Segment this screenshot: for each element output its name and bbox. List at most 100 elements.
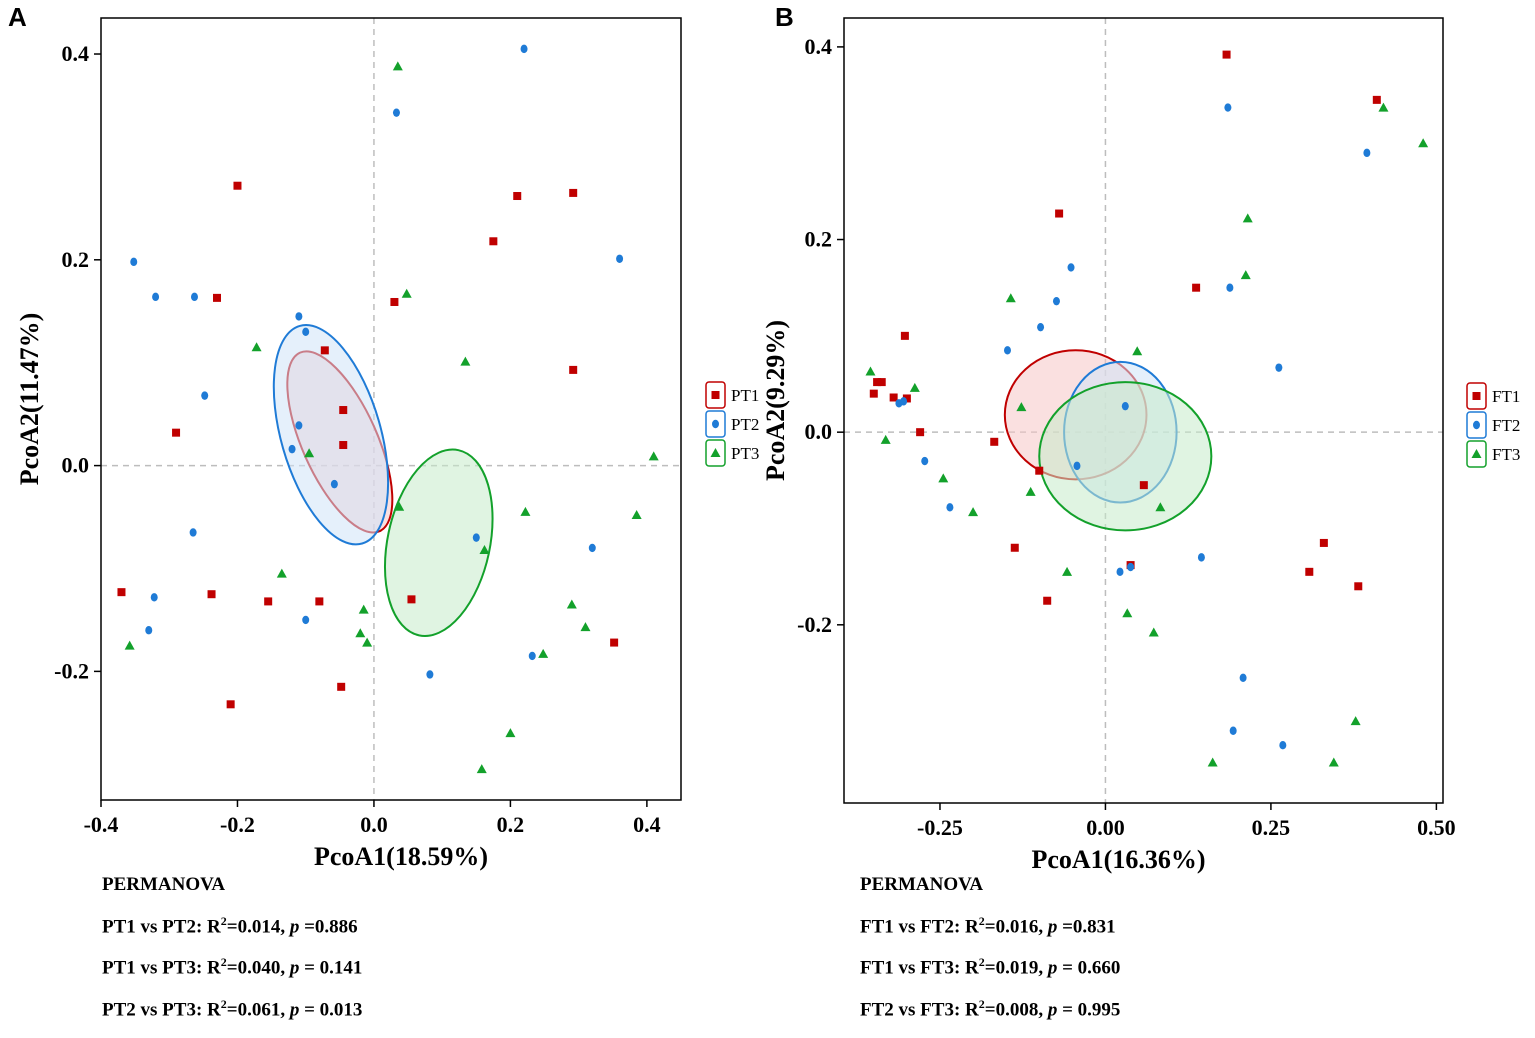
p-value: =0.831 <box>1057 916 1116 938</box>
data-point-ft1 <box>1035 466 1044 475</box>
x-tick-label: -0.4 <box>84 812 119 837</box>
data-point-pt2 <box>330 479 338 489</box>
data-point-pt1 <box>339 406 348 415</box>
data-point-ft2 <box>900 397 908 406</box>
data-point-pt3 <box>394 501 405 511</box>
r-superscript: 2 <box>220 955 227 970</box>
data-point-ft2 <box>1073 461 1081 471</box>
data-point-pt2 <box>472 533 480 542</box>
plot-frame <box>843 17 1444 804</box>
data-point-ft1 <box>869 389 878 398</box>
y-tick-label: 0.2 <box>805 227 833 252</box>
data-point-pt3 <box>304 448 315 458</box>
confidence-ellipse-ft3 <box>1038 381 1213 532</box>
legend-label-pt2: PT2 <box>731 415 759 434</box>
pair-label: PT1 vs PT3: <box>102 957 203 979</box>
legend: FT1 FT2 FT3 <box>1466 382 1520 468</box>
r-value: =0.014, <box>226 916 286 938</box>
plot-frame <box>100 17 682 801</box>
permanova-heading: PERMANOVA <box>860 874 984 895</box>
r-superscript: 2 <box>978 914 985 928</box>
data-point-pt3 <box>538 648 549 658</box>
data-point-ft3 <box>1207 757 1218 767</box>
p-value: =0.886 <box>299 916 358 938</box>
data-point-pt2 <box>201 391 209 400</box>
data-point-ft1 <box>877 378 886 387</box>
data-point-pt1 <box>390 297 399 306</box>
data-point-pt2 <box>588 543 596 553</box>
p-value: = 0.995 <box>1057 998 1121 1020</box>
data-point-pt3 <box>392 61 403 71</box>
data-point-ft1 <box>1139 481 1148 490</box>
data-point-ft1 <box>889 393 898 402</box>
data-point-ft3 <box>1418 138 1429 148</box>
pair-label: FT1 vs FT3: <box>860 957 961 979</box>
data-point-ft1 <box>1354 582 1363 591</box>
x-tick-label: 0.25 <box>1252 815 1291 840</box>
data-point-pt3 <box>124 640 135 650</box>
x-tick-label: -0.2 <box>220 812 255 837</box>
y-tick-label: 0.4 <box>805 34 833 59</box>
p-label: p <box>1047 957 1058 979</box>
data-point-ft3 <box>1242 213 1253 223</box>
data-point-ft2 <box>1224 103 1232 112</box>
data-point-ft3 <box>1016 402 1027 412</box>
data-point-pt2 <box>712 419 719 429</box>
data-point-ft3 <box>1005 293 1016 303</box>
panel-a-plot: -0.4 -0.2 0.0 0.2 0.4 -0.2 0.0 0.2 0.4 PcoA1(18.5… <box>15 17 759 871</box>
legend-label-pt1: PT1 <box>731 386 759 405</box>
p-label: p <box>1047 998 1058 1020</box>
r-superscript: 2 <box>978 955 985 970</box>
x-tick-label: 0.00 <box>1086 815 1125 840</box>
data-point-pt2 <box>150 593 158 602</box>
data-point-pt1 <box>711 391 720 399</box>
data-point-pt2 <box>130 257 138 267</box>
x-tick-label: 0.2 <box>497 812 525 837</box>
data-point-ft3 <box>1148 627 1159 637</box>
data-point-ft2 <box>1473 420 1480 430</box>
data-point-pt1 <box>489 237 498 246</box>
data-point-pt1 <box>569 188 578 197</box>
legend-label-ft1: FT1 <box>1492 387 1520 406</box>
data-point-ft2 <box>1279 741 1287 750</box>
data-point-ft1 <box>873 378 882 387</box>
data-point-pt1 <box>226 700 235 709</box>
legend-label-ft2: FT2 <box>1492 416 1520 435</box>
data-point-ft3 <box>1350 716 1361 726</box>
r-label: R <box>207 957 221 979</box>
data-point-pt1 <box>569 365 578 374</box>
data-point-pt1 <box>172 428 181 437</box>
confidence-ellipse-pt3 <box>383 448 494 637</box>
x-tick-label: 0.50 <box>1417 815 1456 840</box>
data-point-ft3 <box>865 366 876 376</box>
r-label: R <box>965 998 979 1020</box>
data-point-ft3 <box>968 507 979 517</box>
data-point-ft3 <box>1122 608 1133 618</box>
r-label: R <box>207 998 221 1020</box>
data-point-ft2 <box>946 503 954 512</box>
data-point-pt3 <box>355 628 366 638</box>
r-superscript: 2 <box>220 996 227 1011</box>
p-label: p <box>289 916 300 938</box>
data-point-ft3 <box>880 434 891 444</box>
permanova-line: PT1 vs PT2: R2=0.014, p =0.886 <box>102 914 362 938</box>
data-point-pt3 <box>276 568 287 578</box>
data-point-pt1 <box>117 588 126 597</box>
panel-b-letter: B <box>775 2 794 32</box>
x-tick-label: 0.4 <box>633 812 661 837</box>
data-point-ft3 <box>1240 270 1251 280</box>
pair-label: PT1 vs PT2: <box>102 916 203 938</box>
data-point-pt2 <box>616 254 624 263</box>
legend: PT1 PT2 PT3 <box>705 381 759 467</box>
data-point-pt1 <box>207 590 216 599</box>
confidence-ellipse-pt2 <box>272 324 390 546</box>
data-point-pt1 <box>339 441 348 450</box>
data-point-ft2 <box>1116 567 1124 577</box>
data-point-ft1 <box>916 428 925 437</box>
data-point-pt2 <box>189 528 197 537</box>
y-tick-label: -0.2 <box>54 658 89 683</box>
data-point-ft3 <box>1328 757 1339 767</box>
panel-a-letter: A <box>8 2 27 32</box>
data-point-pt2 <box>152 292 160 302</box>
permanova-stats-b: PERMANOVA FT1 vs FT2: R2=0.016, p =0.831… <box>860 874 1120 1038</box>
